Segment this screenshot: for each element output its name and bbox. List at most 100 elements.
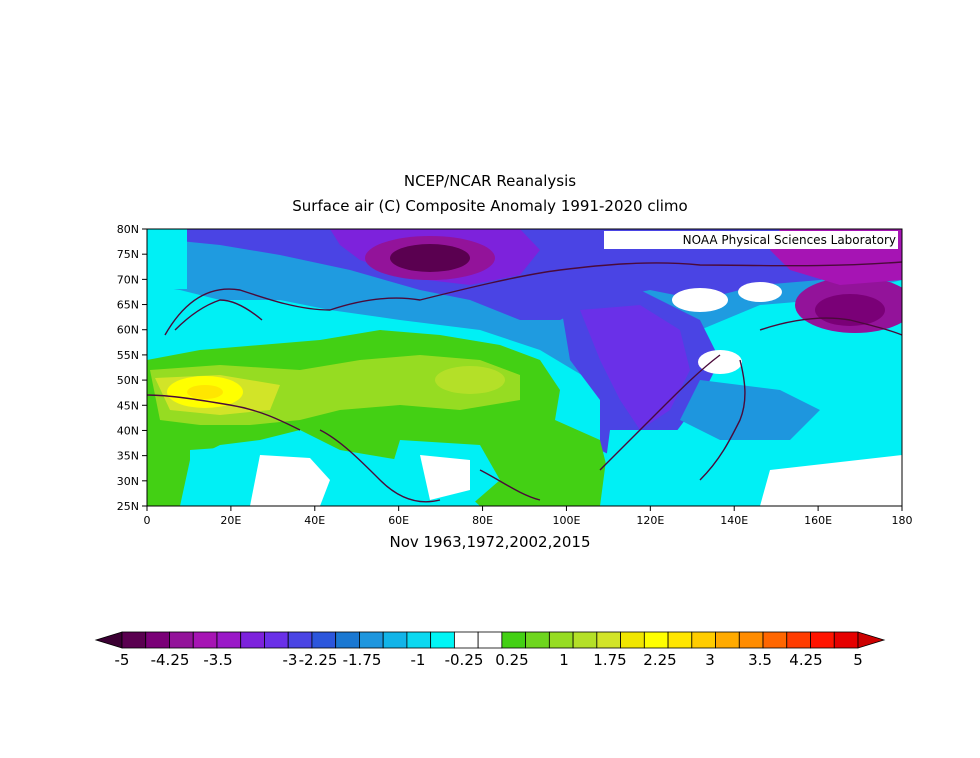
colorbar-swatch	[501, 631, 527, 649]
lat-tick-label: 70N	[117, 273, 139, 286]
longitude-axis: 0 20E 40E 60E 80E 100E 120E 140E 160E 180	[144, 506, 913, 527]
colorbar-swatch	[548, 631, 574, 649]
lat-tick-label: 65N	[117, 299, 139, 312]
chart-subtitle: Surface air (C) Composite Anomaly 1991-2…	[292, 197, 688, 215]
credit-text: NOAA Physical Sciences Laboratory	[683, 233, 896, 247]
lon-tick-label: 40E	[304, 514, 325, 527]
colorbar-swatch	[216, 631, 242, 649]
colorbar-label: 5	[853, 651, 863, 669]
colorbar-label: 0.25	[495, 651, 528, 669]
colorbar-swatch	[240, 631, 265, 649]
credit-box	[604, 231, 898, 249]
colorbar-label: -3	[283, 651, 298, 669]
colorbar-swatch	[810, 631, 835, 649]
anomaly-field	[147, 229, 902, 506]
lon-tick-label: 180	[892, 514, 913, 527]
field-white-se	[760, 455, 902, 506]
japan-coast	[699, 359, 746, 481]
field-white-sahara	[250, 455, 330, 506]
colorbar-swatch	[833, 631, 859, 649]
colorbar-swatch	[145, 631, 170, 649]
lat-tick-label: 80N	[117, 223, 139, 236]
colorbar-swatch	[121, 631, 147, 649]
colorbar-swatch	[335, 631, 360, 649]
colorbar-swatch	[169, 631, 194, 649]
colorbar-swatch	[596, 631, 621, 649]
map-border	[146, 228, 903, 507]
colorbar-swatch	[453, 631, 479, 649]
colorbar-label: 1	[559, 651, 569, 669]
colorbar-swatch	[572, 631, 598, 649]
lon-tick-label: 60E	[388, 514, 409, 527]
india-coast	[479, 469, 541, 501]
colorbar-swatch	[643, 631, 669, 649]
lat-tick-label: 45N	[117, 399, 139, 412]
lat-tick-label: 60N	[117, 324, 139, 337]
colorbar-label: -0.25	[445, 651, 484, 669]
field-gold	[187, 385, 223, 399]
lat-tick-label: 30N	[117, 475, 139, 488]
colorbar-swatch	[430, 631, 455, 649]
china-coast	[599, 354, 721, 471]
lat-tick-label: 75N	[117, 248, 139, 261]
lon-tick-label: 80E	[472, 514, 493, 527]
field-green-central	[435, 366, 505, 394]
colorbar-swatch	[667, 631, 693, 649]
composite-dates: Nov 1963,1972,2002,2015	[389, 533, 591, 551]
colorbar-swatch	[762, 631, 788, 649]
field-darkpurple-east	[815, 294, 885, 326]
colorbar-label: 2.25	[643, 651, 676, 669]
colorbar-swatch	[311, 631, 337, 649]
colorbar-swatch	[620, 631, 645, 649]
arabia-coast	[319, 429, 441, 503]
coastlines	[147, 261, 902, 503]
colorbar-label: -4.25	[151, 651, 190, 669]
mediterranean-coast	[147, 394, 301, 431]
colorbar-label: -1.75	[343, 651, 382, 669]
field-trough-core	[580, 305, 690, 430]
lat-tick-label: 35N	[117, 450, 139, 463]
colorbar-label: -1	[411, 651, 426, 669]
colorbar-label: 4.25	[789, 651, 822, 669]
lon-tick-label: 0	[144, 514, 151, 527]
colorbar-label: -2.25	[299, 651, 338, 669]
colorbar-swatch	[264, 631, 289, 649]
colorbar-label: 3	[705, 651, 715, 669]
colorbar-label: -5	[115, 651, 130, 669]
colorbar-swatch	[287, 631, 313, 649]
lon-tick-label: 120E	[636, 514, 664, 527]
colorbar-swatch	[406, 631, 432, 649]
lon-tick-label: 100E	[552, 514, 580, 527]
kamchatka-coast	[759, 317, 902, 336]
colorbar-label: 1.75	[593, 651, 626, 669]
field-blue-japan	[680, 380, 820, 440]
latitude-axis: 80N 75N 70N 65N 60N 55N 50N 45N 40N 35N 30N 25N	[117, 223, 147, 513]
colorbar: -5 -4.25 -3.5 -3 -2.25 -1.75 -1 -0.25 0.25 1 1.75 2…	[94, 631, 886, 669]
colorbar-swatch	[192, 631, 218, 649]
field-nw	[147, 229, 187, 289]
field-white-1	[672, 288, 728, 312]
colorbar-swatch	[786, 631, 811, 649]
field-white-india	[420, 455, 470, 500]
lat-tick-label: 55N	[117, 349, 139, 362]
colorbar-swatch	[691, 631, 716, 649]
lon-tick-label: 20E	[220, 514, 241, 527]
scandinavia-coast	[174, 299, 263, 331]
colorbar-max-arrow	[857, 631, 886, 649]
colorbar-swatch	[715, 631, 740, 649]
colorbar-swatch	[359, 631, 384, 649]
lat-tick-label: 50N	[117, 374, 139, 387]
colorbar-label: -3.5	[203, 651, 232, 669]
colorbar-swatch	[525, 631, 550, 649]
colorbar-label: 3.5	[748, 651, 772, 669]
lon-tick-label: 140E	[720, 514, 748, 527]
colorbar-min-arrow	[94, 631, 123, 649]
lat-tick-label: 25N	[117, 500, 139, 513]
colorbar-swatch	[477, 631, 503, 649]
lon-tick-label: 160E	[804, 514, 832, 527]
colorbar-swatch	[382, 631, 408, 649]
lat-tick-label: 40N	[117, 424, 139, 437]
chart-title: NCEP/NCAR Reanalysis	[403, 172, 577, 190]
colorbar-swatch	[738, 631, 764, 649]
